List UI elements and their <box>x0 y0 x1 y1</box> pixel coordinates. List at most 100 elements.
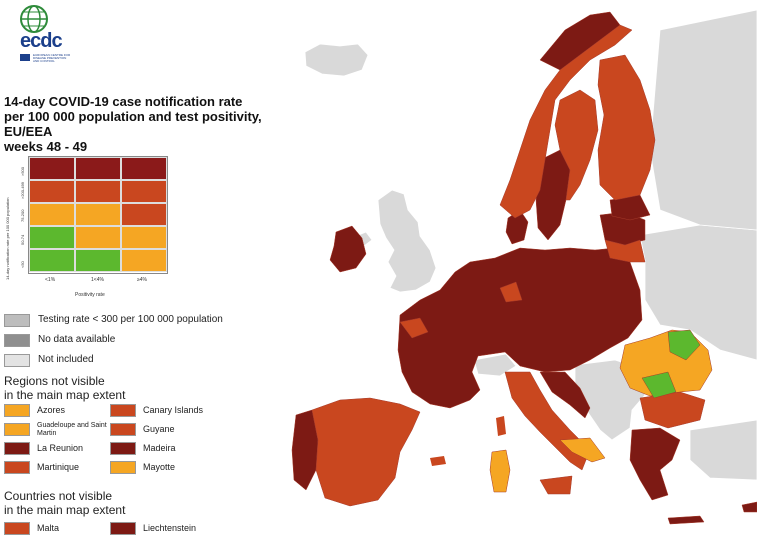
matrix-cell <box>29 157 75 180</box>
spain <box>311 397 421 507</box>
eu-flag-icon <box>20 54 30 61</box>
region-label: Martinique <box>37 462 80 472</box>
region-swatch <box>110 404 136 417</box>
matrix-legend: 14-day notification rate per 100 000 pop… <box>0 150 180 300</box>
matrix-y-tick: 75-200 <box>20 209 25 222</box>
title-line: weeks 48 - 49 <box>4 139 88 154</box>
regions-heading-line: Regions not visible <box>4 374 105 388</box>
iceland <box>304 43 369 77</box>
matrix-y-tick: <50 <box>20 261 25 268</box>
matrix-cell <box>121 203 167 226</box>
logo-wordmark: ecdc <box>20 30 63 52</box>
region-label: Guyane <box>143 424 175 434</box>
region-label: Guadeloupe and Saint Martin <box>37 422 107 437</box>
country-swatch <box>4 522 30 535</box>
title-line: per 100 000 population and test positivi… <box>4 109 262 139</box>
finland <box>597 54 656 201</box>
islands <box>430 416 506 466</box>
romania-south-green <box>641 371 677 399</box>
countries-heading: Countries not visible in the main map ex… <box>4 489 125 517</box>
romania-north-green <box>667 329 701 361</box>
legend-label: No data available <box>38 334 116 345</box>
matrix-x-axis-label: Positivity rate <box>75 292 105 298</box>
legend-label: Not included <box>38 354 94 365</box>
switzerland <box>473 353 517 377</box>
corsica <box>496 416 506 436</box>
matrix-x-tick: 1<4% <box>91 277 104 283</box>
countries-heading-line: Countries not visible <box>4 489 113 503</box>
ecdc-logo: ecdc EUROPEAN CENTRE FOR DISEASE PREVENT… <box>6 4 96 68</box>
matrix-cell <box>121 249 167 272</box>
matrix-cell <box>75 249 121 272</box>
region-swatch <box>4 461 30 474</box>
region-label: Madeira <box>143 443 176 453</box>
matrix-cell <box>29 249 75 272</box>
logo-subtext: EUROPEAN CENTRE FOR DISEASE PREVENTION A… <box>33 54 70 63</box>
matrix-grid <box>28 156 168 274</box>
region-swatch <box>110 423 136 436</box>
region-label: Mayotte <box>143 462 176 472</box>
dark-red-countries <box>291 11 757 525</box>
region-label: La Reunion <box>37 443 84 453</box>
matrix-cell <box>29 226 75 249</box>
matrix-cell <box>121 226 167 249</box>
matrix-cell <box>75 157 121 180</box>
norway <box>499 24 633 219</box>
portugal <box>291 409 319 491</box>
region-swatch <box>110 442 136 455</box>
globe-icon <box>20 5 48 33</box>
legend-swatch <box>4 354 30 367</box>
region-swatch <box>110 461 136 474</box>
logo-subtext-line: DISEASE PREVENTION <box>33 56 67 60</box>
green-regions <box>641 329 701 399</box>
greece <box>629 427 681 501</box>
region-label: Azores <box>37 405 66 415</box>
lithuania <box>604 239 646 263</box>
matrix-cell <box>75 180 121 203</box>
country-swatch <box>110 522 136 535</box>
matrix-y-tick: >500 <box>20 166 25 176</box>
puglia <box>559 437 606 463</box>
matrix-y-tick: 50-74 <box>20 234 25 245</box>
united-kingdom <box>377 189 437 293</box>
crete <box>667 515 705 525</box>
region-swatch <box>4 423 30 436</box>
matrix-x-tick: ≥4% <box>137 277 147 283</box>
cyprus <box>741 501 757 513</box>
country-label: Malta <box>37 523 60 533</box>
logo-subtext-line: EUROPEAN CENTRE FOR <box>33 53 71 57</box>
matrix-cell <box>29 180 75 203</box>
not-included-countries <box>304 9 757 481</box>
central-europe <box>397 247 643 409</box>
legend-label: Testing rate < 300 per 100 000 populatio… <box>38 314 223 325</box>
balearic <box>430 456 446 466</box>
matrix-y-axis-label: 14-day notification rate per 100 000 pop… <box>5 197 10 280</box>
matrix-cell <box>121 180 167 203</box>
matrix-cell <box>29 203 75 226</box>
matrix-cell <box>75 226 121 249</box>
map-title: 14-day COVID-19 case notification rate p… <box>4 94 304 154</box>
sicily <box>539 475 573 495</box>
ireland <box>329 225 367 273</box>
legend-swatch <box>4 334 30 347</box>
region-swatch <box>4 442 30 455</box>
logo-subtext-line: AND CONTROL <box>33 59 55 63</box>
netherlands-part <box>499 281 523 303</box>
sweden <box>554 89 599 201</box>
bulgaria <box>639 391 706 429</box>
belgium <box>399 317 429 339</box>
matrix-cell <box>75 203 121 226</box>
matrix-x-tick: <1% <box>45 277 56 283</box>
regions-heading: Regions not visible in the main map exte… <box>4 374 125 402</box>
sardinia <box>489 449 511 493</box>
regions-heading-line: in the main map extent <box>4 388 126 402</box>
country-label: Liechtenstein <box>143 523 197 533</box>
countries-heading-line: in the main map extent <box>4 503 126 517</box>
legend-swatch <box>4 314 30 327</box>
matrix-y-tick: >200-499 <box>20 181 25 199</box>
turkey <box>689 419 757 481</box>
matrix-cell <box>121 157 167 180</box>
croatia <box>539 371 591 419</box>
title-line: 14-day COVID-19 case notification rate <box>4 94 243 109</box>
